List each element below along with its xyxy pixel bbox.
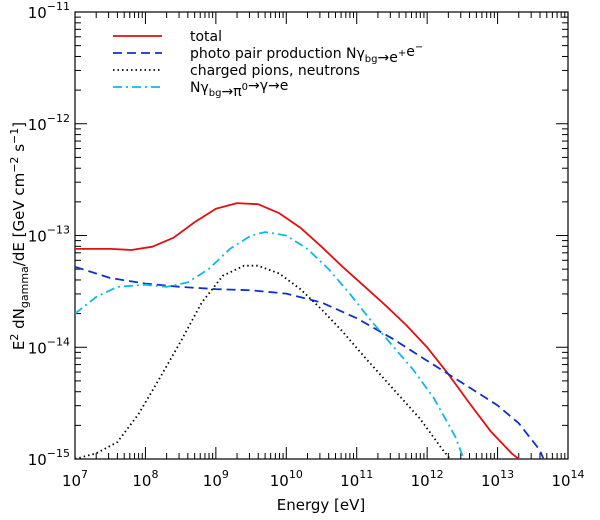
x-tick-label: 1012 — [411, 468, 444, 490]
axis-ticks — [74, 11, 569, 460]
x-tick-label: 109 — [203, 468, 229, 490]
series-line-3 — [75, 231, 465, 459]
y-tick-label: 10−12 — [28, 112, 70, 134]
series-line-0 — [75, 202, 521, 459]
y-tick-label: 10−15 — [28, 447, 70, 469]
x-tick-label: 108 — [132, 468, 158, 490]
legend-label-0: total — [190, 29, 222, 45]
axis-tick-labels: 107 108 109 1010 1011 1012 1013 1014 10−15 10−14 1… — [28, 0, 585, 490]
x-tick-label: 1010 — [270, 468, 303, 490]
x-axis-label: Energy [eV] — [277, 496, 365, 514]
x-tick-label: 107 — [62, 468, 88, 490]
y-tick-label: 10−13 — [28, 224, 70, 246]
series-lines — [75, 202, 545, 459]
legend-label-3: Nγbg→π0→γ→e — [190, 78, 288, 100]
plot-frame — [74, 11, 569, 460]
x-tick-label: 1013 — [481, 468, 514, 490]
series-line-1 — [75, 265, 545, 459]
legend-label-1: photo pair production Nγbg→e+e− — [190, 42, 423, 66]
y-tick-label: 10−11 — [28, 0, 70, 22]
y-axis-label: E2 dNgamma/dE [GeV cm−2 s−1] — [8, 122, 31, 350]
y-tick-label: 10−14 — [28, 335, 70, 357]
x-tick-label: 1011 — [340, 468, 373, 490]
legend-label-2: charged pions, neutrons — [190, 63, 360, 79]
x-tick-label: 1014 — [551, 468, 584, 490]
